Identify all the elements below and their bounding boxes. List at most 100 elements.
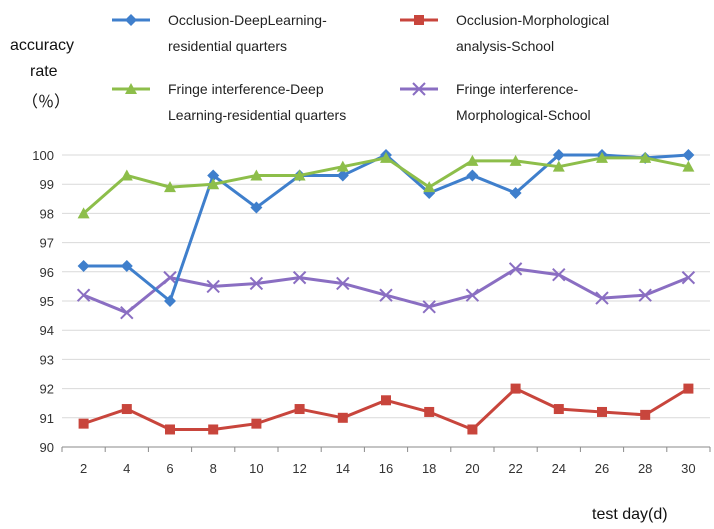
legend-label: Learning-residential quarters bbox=[168, 107, 346, 123]
data-point bbox=[682, 160, 695, 172]
data-point bbox=[208, 424, 219, 435]
data-point bbox=[336, 169, 349, 182]
x-axis-title: test day(d) bbox=[592, 506, 668, 523]
data-point bbox=[639, 151, 652, 163]
data-point bbox=[207, 178, 220, 190]
x-tick-label: 24 bbox=[552, 461, 566, 476]
legend-label: Fringe interference- bbox=[456, 81, 579, 97]
data-point bbox=[510, 383, 521, 394]
data-point bbox=[552, 268, 566, 282]
data-point bbox=[78, 418, 89, 429]
y-tick-label: 94 bbox=[40, 323, 54, 338]
y-tick-label: 92 bbox=[40, 382, 54, 397]
data-point bbox=[379, 288, 393, 302]
data-point bbox=[422, 300, 436, 314]
legend-item-4: Fringe interference- Morphological-School bbox=[400, 81, 591, 123]
y-tick-label: 100 bbox=[32, 148, 54, 163]
x-tick-label: 8 bbox=[210, 461, 217, 476]
data-point bbox=[120, 169, 133, 181]
x-tick-label: 6 bbox=[166, 461, 173, 476]
legend-marker bbox=[125, 14, 137, 26]
y-axis-title-line1: accuracy bbox=[10, 37, 74, 54]
data-point bbox=[596, 151, 608, 163]
x-tick-label: 22 bbox=[508, 461, 522, 476]
legend-label: Morphological-School bbox=[456, 107, 591, 123]
data-point bbox=[640, 409, 651, 420]
data-point bbox=[251, 418, 262, 429]
x-tick-label: 28 bbox=[638, 461, 652, 476]
data-point bbox=[509, 154, 522, 166]
data-point bbox=[597, 406, 607, 417]
y-tick-label: 90 bbox=[40, 440, 54, 455]
y-tick-label: 99 bbox=[40, 177, 54, 192]
series-3 bbox=[77, 151, 695, 219]
data-point bbox=[466, 154, 479, 166]
legend: Occlusion-DeepLearning-residential quart… bbox=[112, 12, 609, 123]
data-point bbox=[250, 201, 263, 214]
series-1 bbox=[77, 149, 695, 307]
data-point bbox=[381, 395, 391, 406]
data-point bbox=[292, 270, 307, 285]
legend-label: Fringe interference-Deep bbox=[168, 81, 324, 97]
x-tick-label: 2 bbox=[80, 461, 87, 476]
data-point bbox=[380, 151, 392, 163]
data-point bbox=[121, 404, 132, 415]
y-tick-label: 95 bbox=[40, 294, 54, 309]
data-point bbox=[207, 169, 220, 182]
data-point bbox=[683, 383, 694, 394]
x-tick-label: 4 bbox=[123, 461, 130, 476]
data-point bbox=[595, 291, 609, 305]
data-point bbox=[638, 288, 652, 302]
data-point bbox=[293, 169, 306, 181]
data-point bbox=[76, 288, 91, 302]
data-point bbox=[467, 424, 478, 435]
data-point bbox=[336, 160, 349, 172]
data-point bbox=[164, 295, 176, 307]
legend-item-1: Occlusion-DeepLearning-residential quart… bbox=[112, 12, 327, 54]
data-point bbox=[553, 404, 564, 415]
y-tick-label: 91 bbox=[40, 411, 54, 426]
data-point bbox=[681, 270, 696, 285]
x-tick-label: 16 bbox=[379, 461, 393, 476]
x-tick-label: 10 bbox=[249, 461, 263, 476]
data-point bbox=[163, 270, 177, 285]
y-tick-label: 93 bbox=[40, 352, 54, 367]
data-point bbox=[552, 160, 565, 172]
series-2 bbox=[78, 383, 694, 435]
data-point bbox=[164, 181, 176, 193]
data-point bbox=[206, 279, 220, 294]
data-point bbox=[120, 305, 134, 320]
legend-marker bbox=[412, 82, 426, 96]
x-tick-label: 30 bbox=[681, 461, 695, 476]
data-point bbox=[508, 262, 523, 276]
legend-item-2: Occlusion-Morphological analysis-School bbox=[400, 12, 609, 54]
legend-marker bbox=[125, 83, 137, 94]
data-point bbox=[424, 406, 435, 417]
legend-label: analysis-School bbox=[456, 38, 554, 54]
y-tick-label: 97 bbox=[40, 236, 54, 251]
data-point bbox=[337, 412, 348, 423]
data-point bbox=[165, 424, 175, 435]
data-point bbox=[552, 149, 565, 161]
legend-item-3: Fringe interference-Deep Learning-residen… bbox=[112, 81, 346, 123]
legend-label: Occlusion-DeepLearning- bbox=[168, 12, 327, 28]
data-point bbox=[77, 207, 90, 219]
data-point bbox=[509, 186, 522, 199]
data-point bbox=[682, 149, 695, 161]
y-tick-label: 96 bbox=[40, 265, 54, 280]
legend-marker bbox=[414, 15, 424, 25]
y-axis-title-line3: （％） bbox=[22, 93, 70, 111]
x-tick-label: 12 bbox=[292, 461, 306, 476]
legend-label: Occlusion-Morphological bbox=[456, 12, 609, 28]
data-point bbox=[250, 169, 263, 181]
legend-label: residential quarters bbox=[168, 38, 287, 54]
data-point bbox=[77, 259, 90, 272]
data-point bbox=[249, 276, 264, 291]
data-point bbox=[336, 276, 350, 291]
series-line bbox=[82, 156, 689, 215]
data-point bbox=[423, 181, 436, 193]
data-point bbox=[466, 169, 479, 182]
y-tick-label: 98 bbox=[40, 206, 54, 221]
